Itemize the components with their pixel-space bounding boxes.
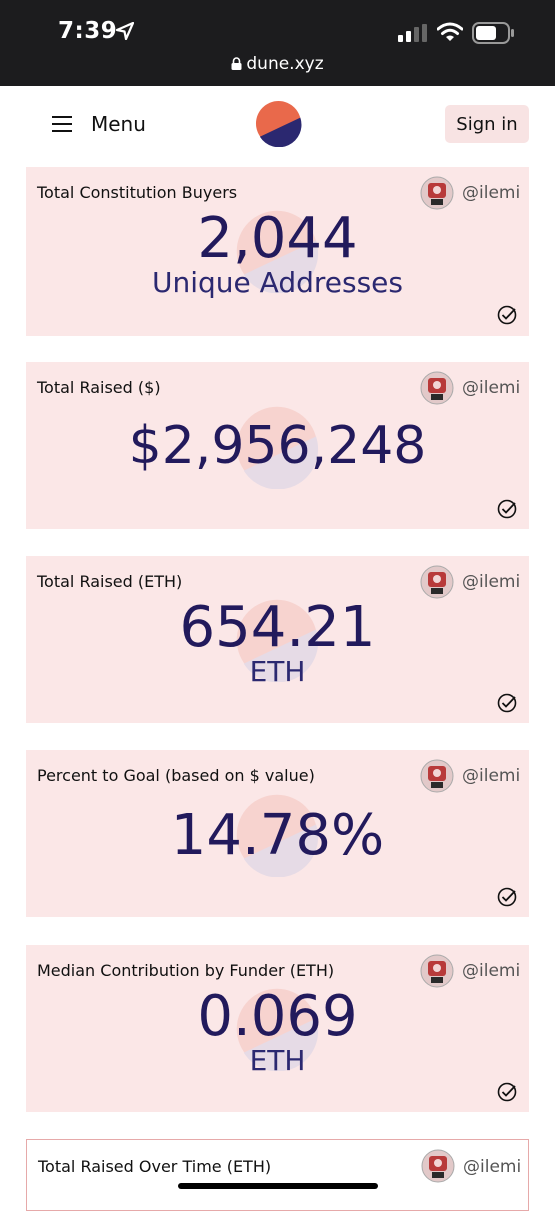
check-circle-icon [497, 499, 517, 519]
counter-value: 0.069 [197, 984, 358, 1049]
counter-value: $2,956,248 [128, 416, 427, 476]
sign-in-button[interactable]: Sign in [445, 105, 529, 143]
user-avatar-icon[interactable] [420, 759, 454, 793]
counter-card-total-raised-usd[interactable]: Total Raised ($) @ilemi $2,956,248 [26, 362, 529, 529]
dune-logo-icon[interactable] [255, 100, 302, 147]
user-avatar-icon[interactable] [420, 176, 454, 210]
dune-watermark-icon [236, 599, 319, 682]
counter-value: 654.21 [179, 595, 376, 660]
user-avatar-icon[interactable] [421, 1149, 455, 1183]
author-handle[interactable]: @ilemi [462, 961, 521, 981]
cellular-signal-icon [398, 24, 427, 42]
card-title: Total Raised Over Time (ETH) [38, 1157, 272, 1176]
check-circle-icon [497, 305, 517, 325]
status-bar: 7:39 dune.xyz [0, 0, 555, 86]
check-circle-icon [497, 1082, 517, 1102]
counter-unit: ETH [249, 1044, 306, 1077]
status-time: 7:39 [58, 18, 118, 44]
wifi-icon [437, 22, 463, 41]
author-handle[interactable]: @ilemi [462, 766, 521, 786]
counter-value: 14.78% [170, 803, 385, 868]
counter-card-constitution-buyers[interactable]: Total Constitution Buyers @ilemi 2,044 U… [26, 167, 529, 336]
chart-card-total-raised-over-time[interactable]: Total Raised Over Time (ETH) @ilemi [26, 1139, 529, 1211]
card-title: Total Raised ($) [37, 378, 161, 397]
card-title: Total Raised (ETH) [37, 572, 183, 591]
author-handle[interactable]: @ilemi [463, 1157, 522, 1177]
user-avatar-icon[interactable] [420, 954, 454, 988]
counter-card-percent-to-goal[interactable]: Percent to Goal (based on $ value) @ilem… [26, 750, 529, 917]
user-avatar-icon[interactable] [420, 565, 454, 599]
user-avatar-icon[interactable] [420, 371, 454, 405]
counter-card-total-raised-eth[interactable]: Total Raised (ETH) @ilemi 654.21 ETH [26, 556, 529, 723]
card-title: Percent to Goal (based on $ value) [37, 766, 315, 785]
dune-watermark-icon [236, 210, 319, 293]
lock-icon [231, 57, 242, 70]
battery-icon [472, 22, 514, 44]
check-circle-icon [497, 887, 517, 907]
dune-watermark-icon [236, 988, 319, 1071]
counter-card-median-contribution[interactable]: Median Contribution by Funder (ETH) @ile… [26, 945, 529, 1112]
counter-unit: Unique Addresses [152, 266, 403, 299]
top-navigation: Menu Sign in [0, 86, 555, 166]
location-arrow-icon [116, 22, 134, 40]
home-indicator[interactable] [178, 1183, 378, 1189]
counter-value: 2,044 [197, 206, 358, 271]
author-handle[interactable]: @ilemi [462, 572, 521, 592]
check-circle-icon [497, 693, 517, 713]
card-title: Median Contribution by Funder (ETH) [37, 961, 335, 980]
counter-unit: ETH [249, 655, 306, 688]
card-title: Total Constitution Buyers [37, 183, 238, 202]
dune-watermark-icon [236, 406, 319, 489]
menu-button[interactable]: Menu [91, 112, 146, 136]
url-text: dune.xyz [246, 54, 324, 74]
dune-watermark-icon [236, 794, 319, 877]
author-handle[interactable]: @ilemi [462, 183, 521, 203]
address-bar[interactable]: dune.xyz [0, 54, 555, 74]
author-handle[interactable]: @ilemi [462, 378, 521, 398]
hamburger-menu-icon[interactable] [52, 116, 72, 132]
